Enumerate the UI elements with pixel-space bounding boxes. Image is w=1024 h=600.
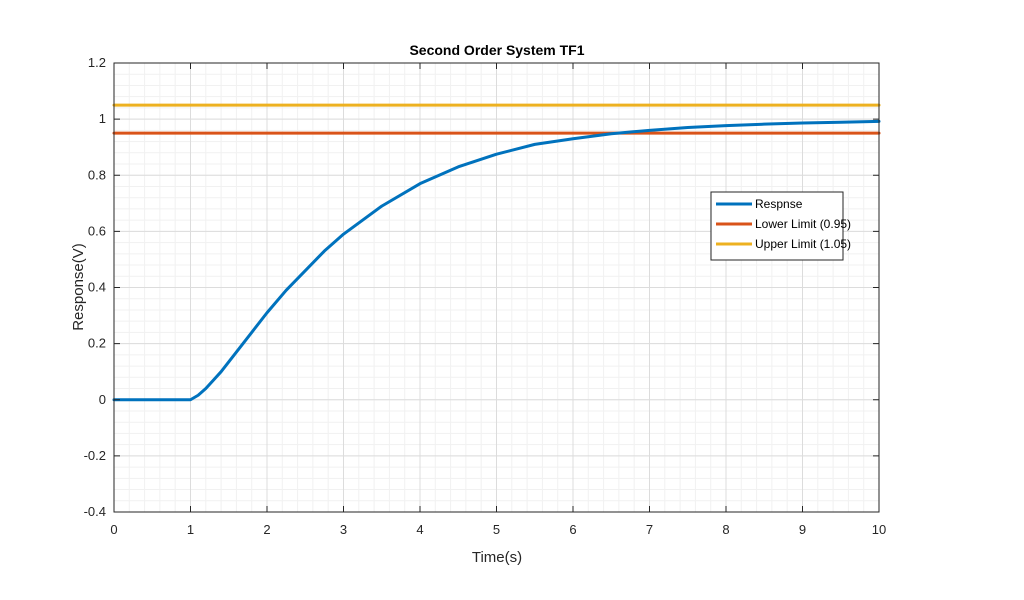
x-tick-label: 0 xyxy=(110,522,117,537)
legend-label: Upper Limit (1.05) xyxy=(755,237,851,251)
x-tick-label: 8 xyxy=(722,522,729,537)
series-line-response xyxy=(112,119,881,402)
x-axis-ticks: 0 1 2 3 4 5 6 7 8 9 10 xyxy=(110,63,886,537)
y-axis-title: Response(V) xyxy=(70,243,87,331)
y-tick-label: 0.4 xyxy=(88,280,106,295)
chart-title: Second Order System TF1 xyxy=(409,42,584,58)
x-tick-label: 5 xyxy=(493,522,500,537)
x-tick-label: 6 xyxy=(569,522,576,537)
y-tick-label: -0.4 xyxy=(84,504,106,519)
y-tick-label: -0.2 xyxy=(84,448,106,463)
x-tick-label: 7 xyxy=(646,522,653,537)
legend-label: Lower Limit (0.95) xyxy=(755,217,851,231)
y-axis-ticks: -0.4 -0.2 0 0.2 0.4 0.6 0.8 1 1.2 xyxy=(84,55,879,519)
legend-label: Respnse xyxy=(755,197,803,211)
x-tick-label: 2 xyxy=(263,522,270,537)
legend: Respnse Lower Limit (0.95) Upper Limit (1.… xyxy=(710,191,851,261)
x-tick-label: 9 xyxy=(799,522,806,537)
y-tick-label: 1 xyxy=(99,111,106,126)
y-tick-label: 0.6 xyxy=(88,223,106,238)
y-tick-label: 0.8 xyxy=(88,167,106,182)
series-layer xyxy=(112,103,881,402)
x-tick-label: 10 xyxy=(872,522,886,537)
y-tick-label: 0 xyxy=(99,392,106,407)
x-tick-label: 1 xyxy=(187,522,194,537)
x-axis-title: Time(s) xyxy=(472,549,522,566)
y-tick-label: 0.2 xyxy=(88,336,106,351)
y-tick-label: 1.2 xyxy=(88,55,106,70)
x-tick-label: 3 xyxy=(340,522,347,537)
x-tick-label: 4 xyxy=(416,522,423,537)
